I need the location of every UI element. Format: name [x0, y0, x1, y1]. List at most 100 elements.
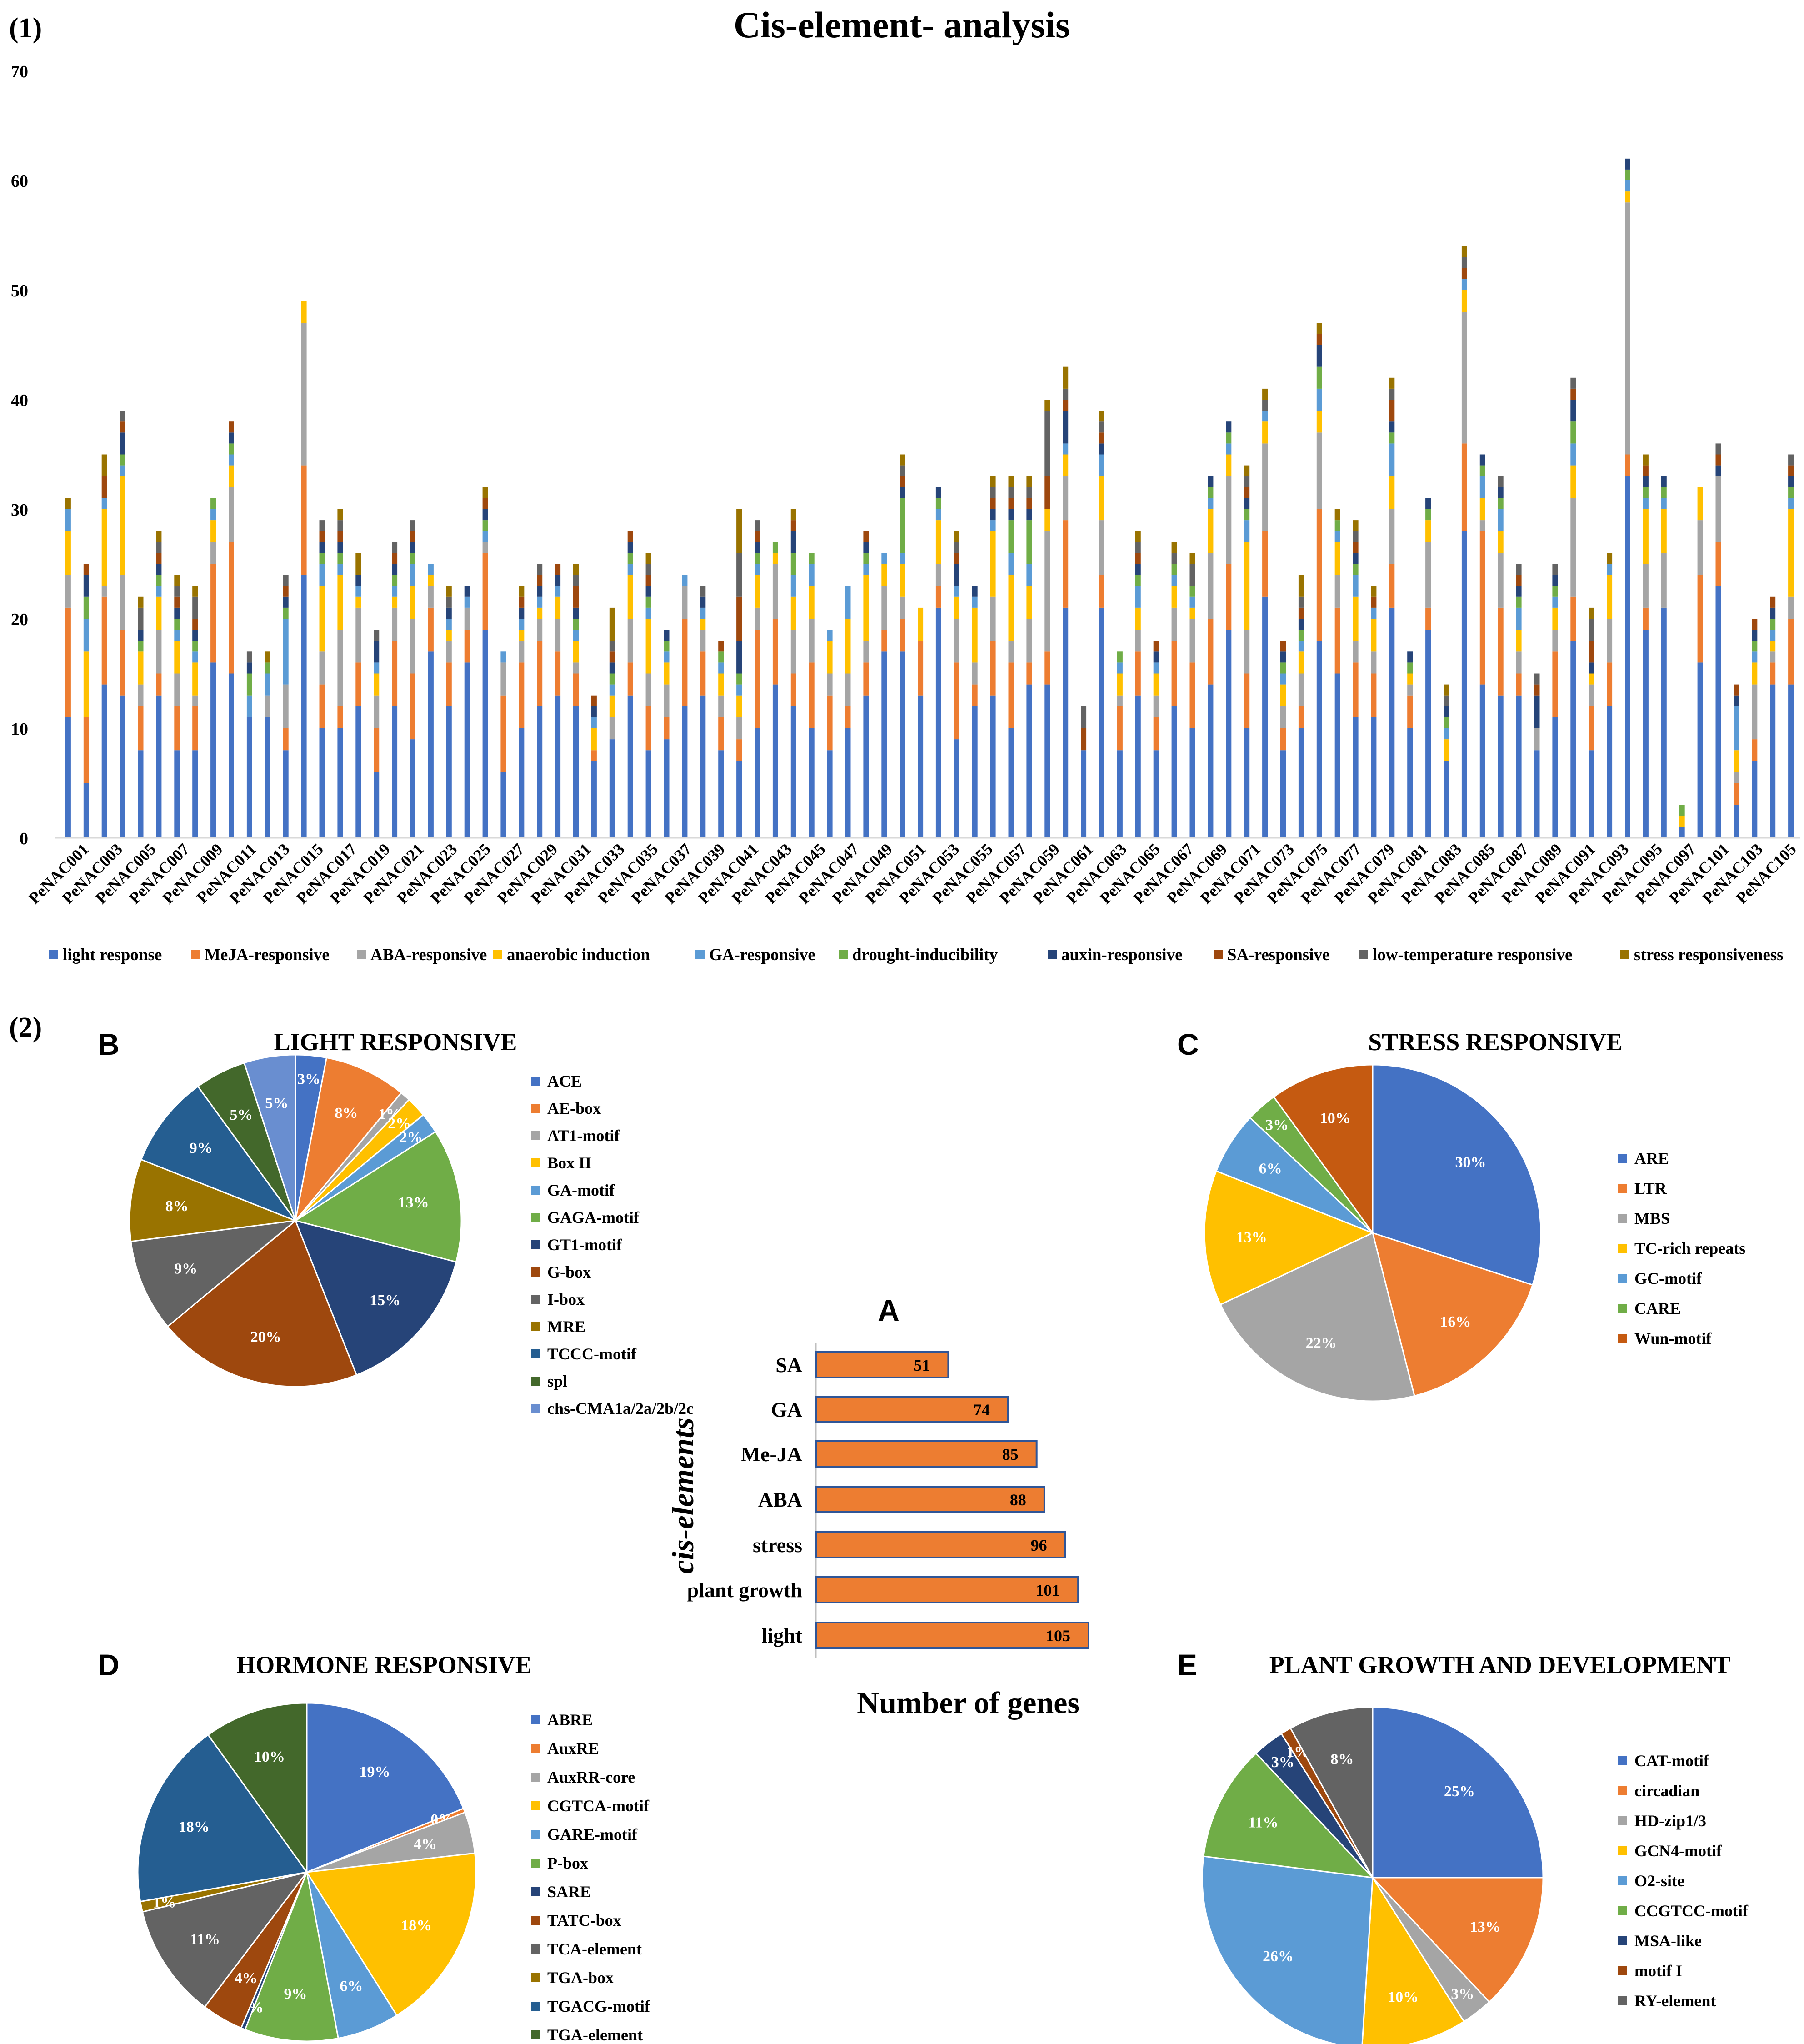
pie-percent-label: 26% [1263, 1948, 1294, 1965]
stacked-bar-segment [1589, 673, 1594, 685]
stacked-bar-segment [627, 662, 633, 696]
pie-legend-label: CCGTCC-motif [1634, 1902, 1749, 1920]
y-tick-label: 40 [11, 391, 28, 410]
stacked-bar-segment [210, 498, 216, 509]
stacked-bar-segment [954, 619, 959, 663]
stacked-bar-segment [374, 641, 380, 663]
pie-percent-label: 3% [297, 1071, 320, 1088]
stacked-bar-segment [935, 498, 941, 509]
stacked-bar-segment [1026, 684, 1032, 838]
stacked-bar-segment [519, 607, 525, 619]
stacked-bar-segment [664, 641, 670, 652]
stacked-bar-segment [1135, 531, 1141, 542]
stacked-bar-segment [210, 509, 216, 521]
stacked-bar-segment [1244, 673, 1250, 728]
stacked-bar-segment [537, 575, 543, 586]
stacked-bar-segment [101, 586, 107, 597]
stacked-bar-segment [1734, 772, 1739, 783]
stacked-bar-segment [265, 673, 270, 696]
stacked-bar-segment [246, 695, 252, 717]
stacked-bar-segment [900, 454, 905, 466]
stacked-bar-segment [192, 662, 198, 696]
stacked-bar-segment [192, 750, 198, 838]
stacked-bar-segment [410, 586, 415, 619]
stacked-bar-segment [573, 564, 579, 575]
stacked-bar-segment [283, 750, 289, 838]
stacked-bar-segment [1044, 411, 1050, 476]
stacked-bar-segment [573, 706, 579, 838]
stacked-bar-segment [1171, 641, 1177, 706]
stacked-bar-segment [845, 619, 851, 674]
stacked-bar-segment [1516, 596, 1522, 608]
stacked-bar-segment [337, 542, 343, 553]
stacked-bar-segment [1099, 443, 1104, 455]
panel-letter: E [1177, 1648, 1197, 1682]
stacked-bar-segment [645, 553, 651, 564]
stacked-bar-segment [428, 575, 434, 586]
stacked-bar-segment [1334, 542, 1340, 575]
hbar-category-label: GA [771, 1398, 802, 1421]
pie-legend-swatch [1618, 1876, 1627, 1885]
stacked-bar-segment [1153, 662, 1159, 674]
stacked-bar-segment [1444, 761, 1449, 838]
stacked-bar-segment [863, 641, 869, 663]
stacked-legend-swatch [695, 950, 705, 959]
stacked-legend-label: light response [63, 946, 162, 964]
stacked-bar-segment [664, 684, 670, 717]
stacked-bar-segment [827, 630, 833, 641]
stacked-bar-segment [1244, 498, 1250, 509]
stacked-bar-segment [1570, 498, 1576, 597]
stacked-bar-segment [700, 596, 706, 608]
pie-legend-label: spl [547, 1372, 567, 1390]
stacked-bar-segment [1661, 607, 1667, 838]
stacked-bar-segment [1570, 400, 1576, 422]
stacked-bar-segment [537, 641, 543, 706]
pie-legend-label: TGA-box [547, 1969, 614, 1987]
panel2-marker: (2) [9, 1012, 42, 1043]
pie-slice [1361, 1875, 1465, 2044]
stacked-bar-segment [900, 619, 905, 652]
stacked-bar-segment [972, 596, 978, 608]
stacked-bar-segment [1135, 586, 1141, 608]
stacked-bar-segment [482, 531, 488, 542]
stacked-bar-segment [645, 750, 651, 838]
stacked-bar-segment [573, 575, 579, 586]
stacked-bar-segment [482, 498, 488, 509]
stacked-bar-segment [410, 520, 415, 531]
stacked-bar-segment [1734, 783, 1739, 805]
stacked-bar-segment [1262, 388, 1268, 400]
stacked-bar-segment [301, 465, 307, 575]
stacked-bar-segment [1171, 553, 1177, 564]
stacked-bar-segment [935, 520, 941, 564]
stacked-bar-segment [1534, 750, 1540, 838]
stacked-bar-segment [246, 662, 252, 674]
stacked-legend-label: anaerobic induction [507, 946, 650, 964]
stacked-bar-segment [1752, 651, 1758, 663]
stacked-bar-segment [1026, 487, 1032, 498]
stacked-bar-segment [410, 673, 415, 740]
stacked-bar-segment [65, 717, 71, 838]
stacked-bar-segment [573, 641, 579, 663]
stacked-bar-segment [1334, 673, 1340, 838]
stacked-bar-segment [1135, 695, 1141, 838]
stacked-bar-segment [1697, 487, 1703, 521]
stacked-bar-segment [755, 531, 760, 542]
stacked-bar-segment [700, 607, 706, 619]
stacked-bar-segment [1244, 476, 1250, 487]
stacked-bar-segment [1625, 476, 1630, 838]
pie-legend-label: GARE-motif [547, 1825, 638, 1844]
stacked-bar-segment [900, 564, 905, 597]
stacked-bar-segment [645, 706, 651, 751]
stacked-bar-segment [1661, 476, 1667, 487]
stacked-bar-segment [827, 750, 833, 838]
stacked-bar-segment [482, 553, 488, 630]
pie-percent-label: 22% [1306, 1335, 1337, 1352]
stacked-bar-segment [1607, 553, 1613, 564]
stacked-legend-label: auxin-responsive [1061, 946, 1183, 964]
stacked-bar-segment [954, 739, 959, 838]
stacked-bar-segment [1208, 487, 1214, 498]
stacked-bar-segment [1189, 728, 1195, 838]
stacked-bar-segment [1407, 684, 1413, 696]
pie-legend-label: AuxRE [547, 1739, 599, 1758]
